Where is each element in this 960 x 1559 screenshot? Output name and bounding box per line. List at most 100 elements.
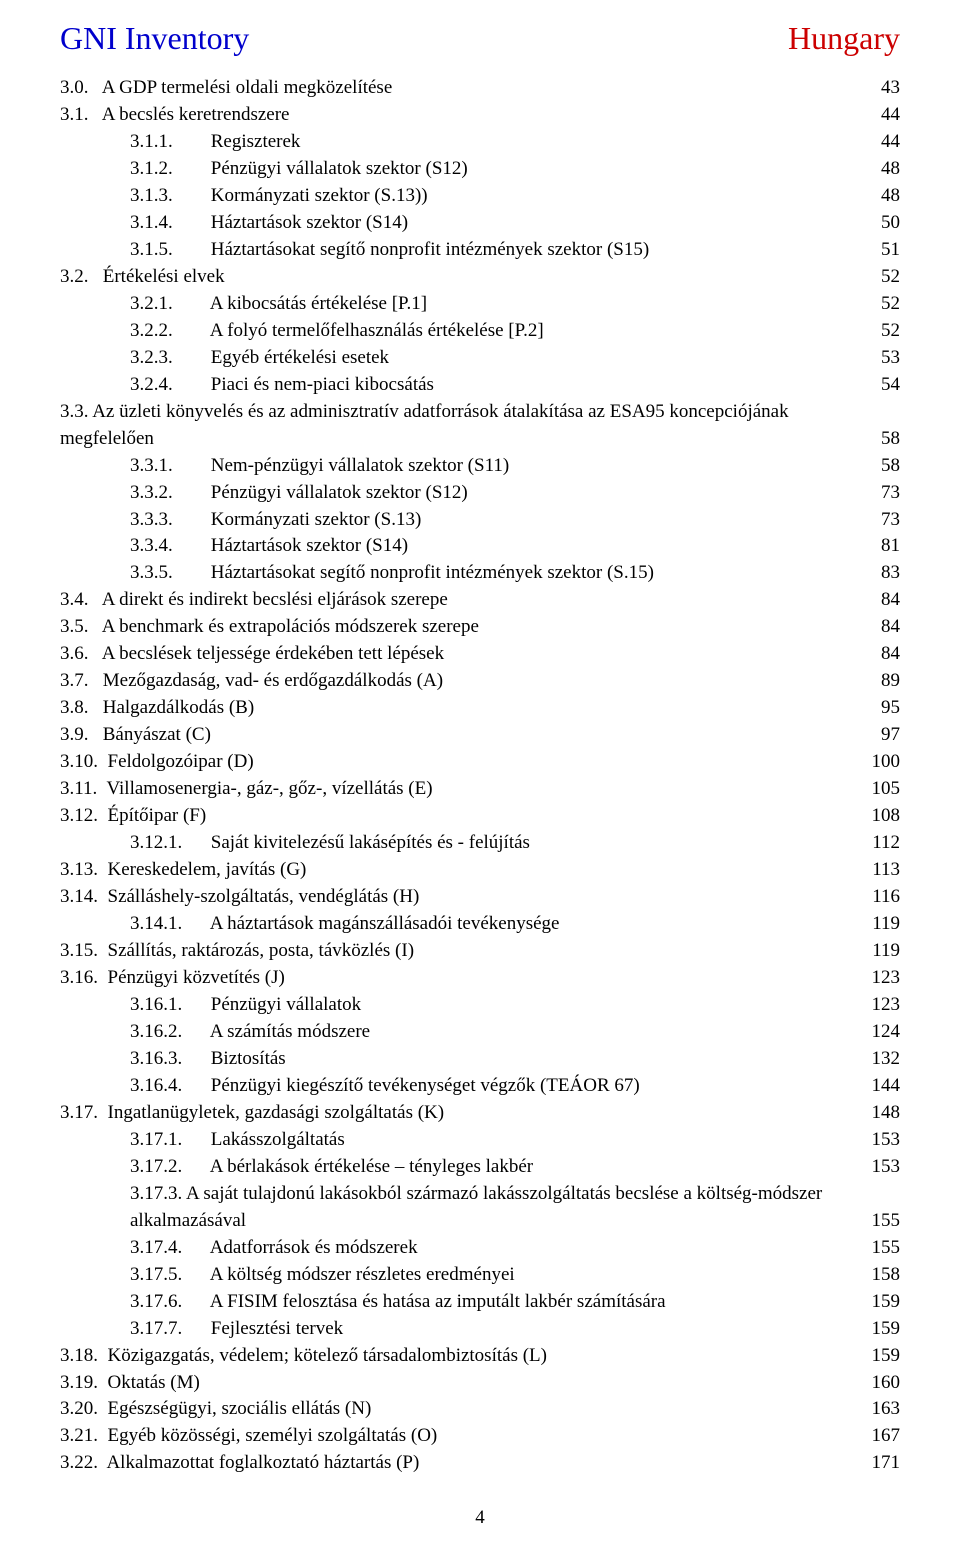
toc-text: 3.1.1. Regiszterek bbox=[130, 129, 300, 156]
toc-entry: 3.1.3. Kormányzati szektor (S.13)) 48 bbox=[60, 183, 900, 210]
toc-page: 132 bbox=[872, 1046, 901, 1073]
toc-entry: 3.14. Szálláshely-szolgáltatás, vendéglá… bbox=[60, 884, 900, 911]
page-header: GNI Inventory Hungary bbox=[60, 20, 900, 57]
toc-entry: 3.10. Feldolgozóipar (D)100 bbox=[60, 749, 900, 776]
toc-text: 3.16.4. Pénzügyi kiegészítő tevékenysége… bbox=[130, 1073, 640, 1100]
toc-page: 84 bbox=[881, 614, 900, 641]
toc-entry: 3.2.2. A folyó termelőfelhasználás érték… bbox=[60, 318, 900, 345]
toc-page: 105 bbox=[872, 776, 901, 803]
toc-text: 3.2.2. A folyó termelőfelhasználás érték… bbox=[130, 318, 544, 345]
toc-entry: 3.1. A becslés keretrendszere44 bbox=[60, 102, 900, 129]
toc-page: 95 bbox=[881, 695, 900, 722]
toc-text: 3.16.1. Pénzügyi vállalatok bbox=[130, 992, 361, 1019]
toc-text: 3.17.6. A FISIM felosztása és hatása az … bbox=[130, 1289, 666, 1316]
toc-entry: 3.17.7. Fejlesztési tervek159 bbox=[60, 1316, 900, 1343]
toc-text: 3.3.1. Nem-pénzügyi vállalatok szektor (… bbox=[130, 453, 509, 480]
toc-text: 3.12.1. Saját kivitelezésű lakásépítés é… bbox=[130, 830, 530, 857]
toc-text: 3.17.2. A bérlakások értékelése – tényle… bbox=[130, 1154, 533, 1181]
toc-text: 3.2.4. Piaci és nem-piaci kibocsátás bbox=[130, 372, 434, 399]
toc-text: 3.3. Az üzleti könyvelés és az adminiszt… bbox=[60, 401, 789, 422]
toc-entry: 3.7. Mezőgazdaság, vad- és erdőgazdálkod… bbox=[60, 668, 900, 695]
toc-entry: 3.1.4. Háztartások szektor (S14)50 bbox=[60, 210, 900, 237]
toc-page: 153 bbox=[872, 1154, 901, 1181]
toc-page: 144 bbox=[872, 1073, 901, 1100]
toc-page: 171 bbox=[872, 1450, 901, 1477]
toc-entry: 3.16.4. Pénzügyi kiegészítő tevékenysége… bbox=[60, 1073, 900, 1100]
toc-text: 3.2.3. Egyéb értékelési esetek bbox=[130, 345, 389, 372]
toc-text: 3.3.3. Kormányzati szektor (S.13) bbox=[130, 507, 421, 534]
toc-entry: 3.2.4. Piaci és nem-piaci kibocsátás54 bbox=[60, 372, 900, 399]
toc-text: 3.9. Bányászat (C) bbox=[60, 722, 211, 749]
toc-entry: 3.16.1. Pénzügyi vállalatok123 bbox=[60, 992, 900, 1019]
toc-entry: 3.9. Bányászat (C) 97 bbox=[60, 722, 900, 749]
toc-entry: 3.1.2. Pénzügyi vállalatok szektor (S12)… bbox=[60, 156, 900, 183]
toc-text: megfelelően bbox=[60, 426, 154, 453]
toc-entry: 3.1.1. Regiszterek44 bbox=[60, 129, 900, 156]
toc-text: 3.14. Szálláshely-szolgáltatás, vendéglá… bbox=[60, 884, 419, 911]
toc-entry: 3.0. A GDP termelési oldali megközelítés… bbox=[60, 75, 900, 102]
toc-entry: 3.3.1. Nem-pénzügyi vállalatok szektor (… bbox=[60, 453, 900, 480]
toc-text: 3.3.2. Pénzügyi vállalatok szektor (S12) bbox=[130, 480, 468, 507]
toc-entry: 3.15. Szállítás, raktározás, posta, távk… bbox=[60, 938, 900, 965]
toc-text: 3.11. Villamosenergia-, gáz-, gőz-, víze… bbox=[60, 776, 433, 803]
toc-text: 3.13. Kereskedelem, javítás (G) bbox=[60, 857, 306, 884]
page-number: 4 bbox=[475, 1507, 485, 1528]
toc-text: 3.17.3. A saját tulajdonú lakásokból szá… bbox=[130, 1183, 822, 1204]
toc-text: 3.22. Alkalmazottat foglalkoztató háztar… bbox=[60, 1450, 419, 1477]
toc-entry: 3.17.4. Adatforrások és módszerek155 bbox=[60, 1235, 900, 1262]
toc-page: 159 bbox=[872, 1343, 901, 1370]
toc-page: 43 bbox=[881, 75, 900, 102]
toc-page: 112 bbox=[872, 830, 900, 857]
toc-text: 3.20. Egészségügyi, szociális ellátás (N… bbox=[60, 1396, 371, 1423]
toc-page: 97 bbox=[881, 722, 900, 749]
doc-title-right: Hungary bbox=[788, 20, 900, 57]
toc-entry: 3.20. Egészségügyi, szociális ellátás (N… bbox=[60, 1396, 900, 1423]
toc-page: 163 bbox=[872, 1396, 901, 1423]
table-of-contents: 3.0. A GDP termelési oldali megközelítés… bbox=[60, 75, 900, 1477]
toc-text: 3.1.5. Háztartásokat segítő nonprofit in… bbox=[130, 237, 649, 264]
toc-text: 3.16. Pénzügyi közvetítés (J) bbox=[60, 965, 285, 992]
toc-page: 155 bbox=[872, 1235, 901, 1262]
toc-page: 51 bbox=[881, 237, 900, 264]
toc-page: 73 bbox=[881, 480, 900, 507]
toc-entry: 3.17.2. A bérlakások értékelése – tényle… bbox=[60, 1154, 900, 1181]
toc-page: 52 bbox=[881, 318, 900, 345]
toc-page: 53 bbox=[881, 345, 900, 372]
toc-page: 159 bbox=[872, 1289, 901, 1316]
toc-page: 167 bbox=[872, 1423, 901, 1450]
toc-entry: 3.3.3. Kormányzati szektor (S.13) 73 bbox=[60, 507, 900, 534]
toc-text: 3.16.2. A számítás módszere bbox=[130, 1019, 370, 1046]
toc-entry: 3.16. Pénzügyi közvetítés (J) 123 bbox=[60, 965, 900, 992]
toc-page: 159 bbox=[872, 1316, 901, 1343]
page-footer: 4 bbox=[60, 1507, 900, 1529]
toc-entry-wrap-line1: 3.17.3. A saját tulajdonú lakásokból szá… bbox=[60, 1181, 900, 1208]
toc-entry: 3.22. Alkalmazottat foglalkoztató háztar… bbox=[60, 1450, 900, 1477]
toc-entry: 3.2. Értékelési elvek52 bbox=[60, 264, 900, 291]
toc-entry: 3.12. Építőipar (F)108 bbox=[60, 803, 900, 830]
toc-page: 50 bbox=[881, 210, 900, 237]
toc-page: 155 bbox=[872, 1208, 901, 1235]
toc-entry: 3.14.1. A háztartások magánszállásadói t… bbox=[60, 911, 900, 938]
toc-page: 123 bbox=[872, 965, 901, 992]
toc-text: 3.21. Egyéb közösségi, személyi szolgált… bbox=[60, 1423, 437, 1450]
toc-page: 73 bbox=[881, 507, 900, 534]
toc-entry: 3.2.3. Egyéb értékelési esetek 53 bbox=[60, 345, 900, 372]
toc-entry: 3.16.2. A számítás módszere 124 bbox=[60, 1019, 900, 1046]
toc-page: 116 bbox=[872, 884, 900, 911]
toc-entry: 3.1.5. Háztartásokat segítő nonprofit in… bbox=[60, 237, 900, 264]
toc-text: 3.1.3. Kormányzati szektor (S.13)) bbox=[130, 183, 428, 210]
toc-page: 48 bbox=[881, 183, 900, 210]
toc-entry: 3.6. A becslések teljessége érdekében te… bbox=[60, 641, 900, 668]
toc-page: 89 bbox=[881, 668, 900, 695]
toc-text: 3.17. Ingatlanügyletek, gazdasági szolgá… bbox=[60, 1100, 444, 1127]
toc-text: 3.4. A direkt és indirekt becslési eljár… bbox=[60, 587, 448, 614]
toc-page: 124 bbox=[872, 1019, 901, 1046]
toc-text: 3.2. Értékelési elvek bbox=[60, 264, 225, 291]
toc-entry: 3.19. Oktatás (M)160 bbox=[60, 1370, 900, 1397]
toc-text: 3.0. A GDP termelési oldali megközelítés… bbox=[60, 75, 392, 102]
toc-text: 3.12. Építőipar (F) bbox=[60, 803, 206, 830]
toc-page: 148 bbox=[872, 1100, 901, 1127]
toc-text: 3.3.4. Háztartások szektor (S14) bbox=[130, 533, 408, 560]
toc-text: 3.15. Szállítás, raktározás, posta, távk… bbox=[60, 938, 414, 965]
toc-entry: 3.2.1. A kibocsátás értékelése [P.1]52 bbox=[60, 291, 900, 318]
